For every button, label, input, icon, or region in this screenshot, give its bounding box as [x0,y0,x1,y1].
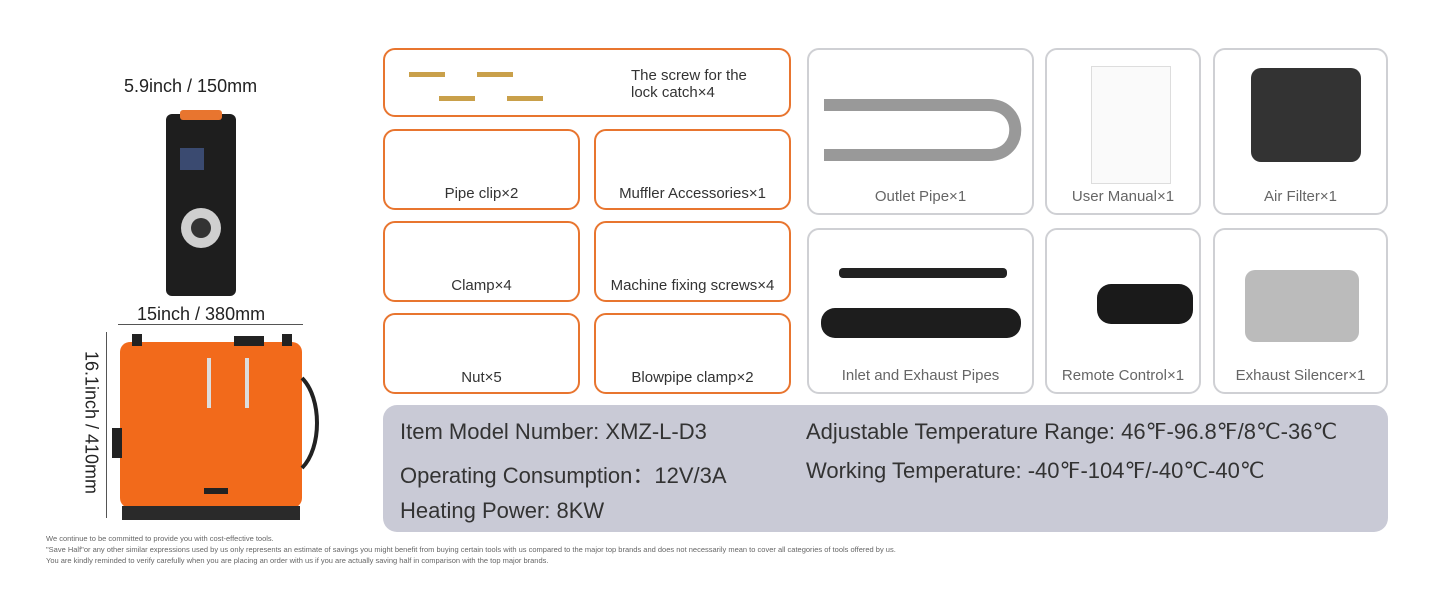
width-top-label: 5.9inch / 150mm [124,76,258,96]
silencer-image [1245,270,1359,342]
accessory-label: Clamp×4 [451,277,512,294]
accessory-blowpipe-clamp: Blowpipe clamp×2 [594,313,791,394]
manual-image [1091,66,1171,184]
accessory-inlet-exhaust-pipes: Inlet and Exhaust Pipes [807,228,1034,394]
accessory-label: Air Filter×1 [1264,188,1337,205]
inlet-pipe-image [839,268,1007,278]
accessory-machine-screws: Machine fixing screws×4 [594,221,791,302]
air-filter-image [1251,68,1361,162]
accessory-label: The screw for the lock catch×4 [631,67,747,101]
width-dimension-line [118,324,303,325]
accessory-outlet-pipe: Outlet Pipe×1 [807,48,1034,215]
width-bottom-label: 15inch / 380mm [137,304,266,324]
disclaimer-line: "Save Half"or any other similar expressi… [46,545,896,554]
accessory-label: Remote Control×1 [1061,367,1185,384]
accessory-label: Machine fixing screws×4 [610,277,775,294]
accessory-user-manual: User Manual×1 [1045,48,1201,215]
accessory-label: Outlet Pipe×1 [874,188,967,205]
heater-side-image [112,334,319,520]
accessory-label: Pipe clip×2 [444,185,519,202]
remote-image [1097,284,1193,324]
heater-front-image [166,110,236,296]
accessory-exhaust-silencer: Exhaust Silencer×1 [1213,228,1388,394]
outlet-pipe-image [824,99,1022,161]
spec-model: Item Model Number: XMZ-L-D3 [400,419,707,444]
spec-consumption: Operating Consumption：12V/3A [400,463,727,488]
accessory-label: Blowpipe clamp×2 [631,369,754,386]
height-label: 16.1inch / 410mm [81,350,102,495]
screws-image [409,72,543,101]
disclaimer-line: You are kindly reminded to verify carefu… [46,556,549,565]
accessory-label: Exhaust Silencer×1 [1235,367,1366,384]
spec-temp-range: Adjustable Temperature Range: 46℉-96.8℉/… [806,419,1338,444]
accessory-muffler: Muffler Accessories×1 [594,129,791,210]
accessory-label: Inlet and Exhaust Pipes [841,367,1000,384]
accessory-clamp: Clamp×4 [383,221,580,302]
spec-working-temp: Working Temperature: -40℉-104℉/-40℃-40℃ [806,458,1265,483]
accessory-label: User Manual×1 [1071,188,1175,205]
exhaust-pipe-image [821,308,1021,338]
disclaimer-line: We continue to be committed to provide y… [46,534,274,543]
accessory-label: Muffler Accessories×1 [619,185,766,202]
specifications-panel: Item Model Number: XMZ-L-D3 Operating Co… [383,405,1388,532]
accessory-label: Nut×5 [461,369,502,386]
spec-power: Heating Power: 8KW [400,498,605,523]
accessory-nut: Nut×5 [383,313,580,394]
accessory-pipe-clip: Pipe clip×2 [383,129,580,210]
accessory-lock-screws: The screw for the lock catch×4 [383,48,791,117]
accessory-remote-control: Remote Control×1 [1045,228,1201,394]
height-dimension-line [106,332,107,518]
accessory-air-filter: Air Filter×1 [1213,48,1388,215]
